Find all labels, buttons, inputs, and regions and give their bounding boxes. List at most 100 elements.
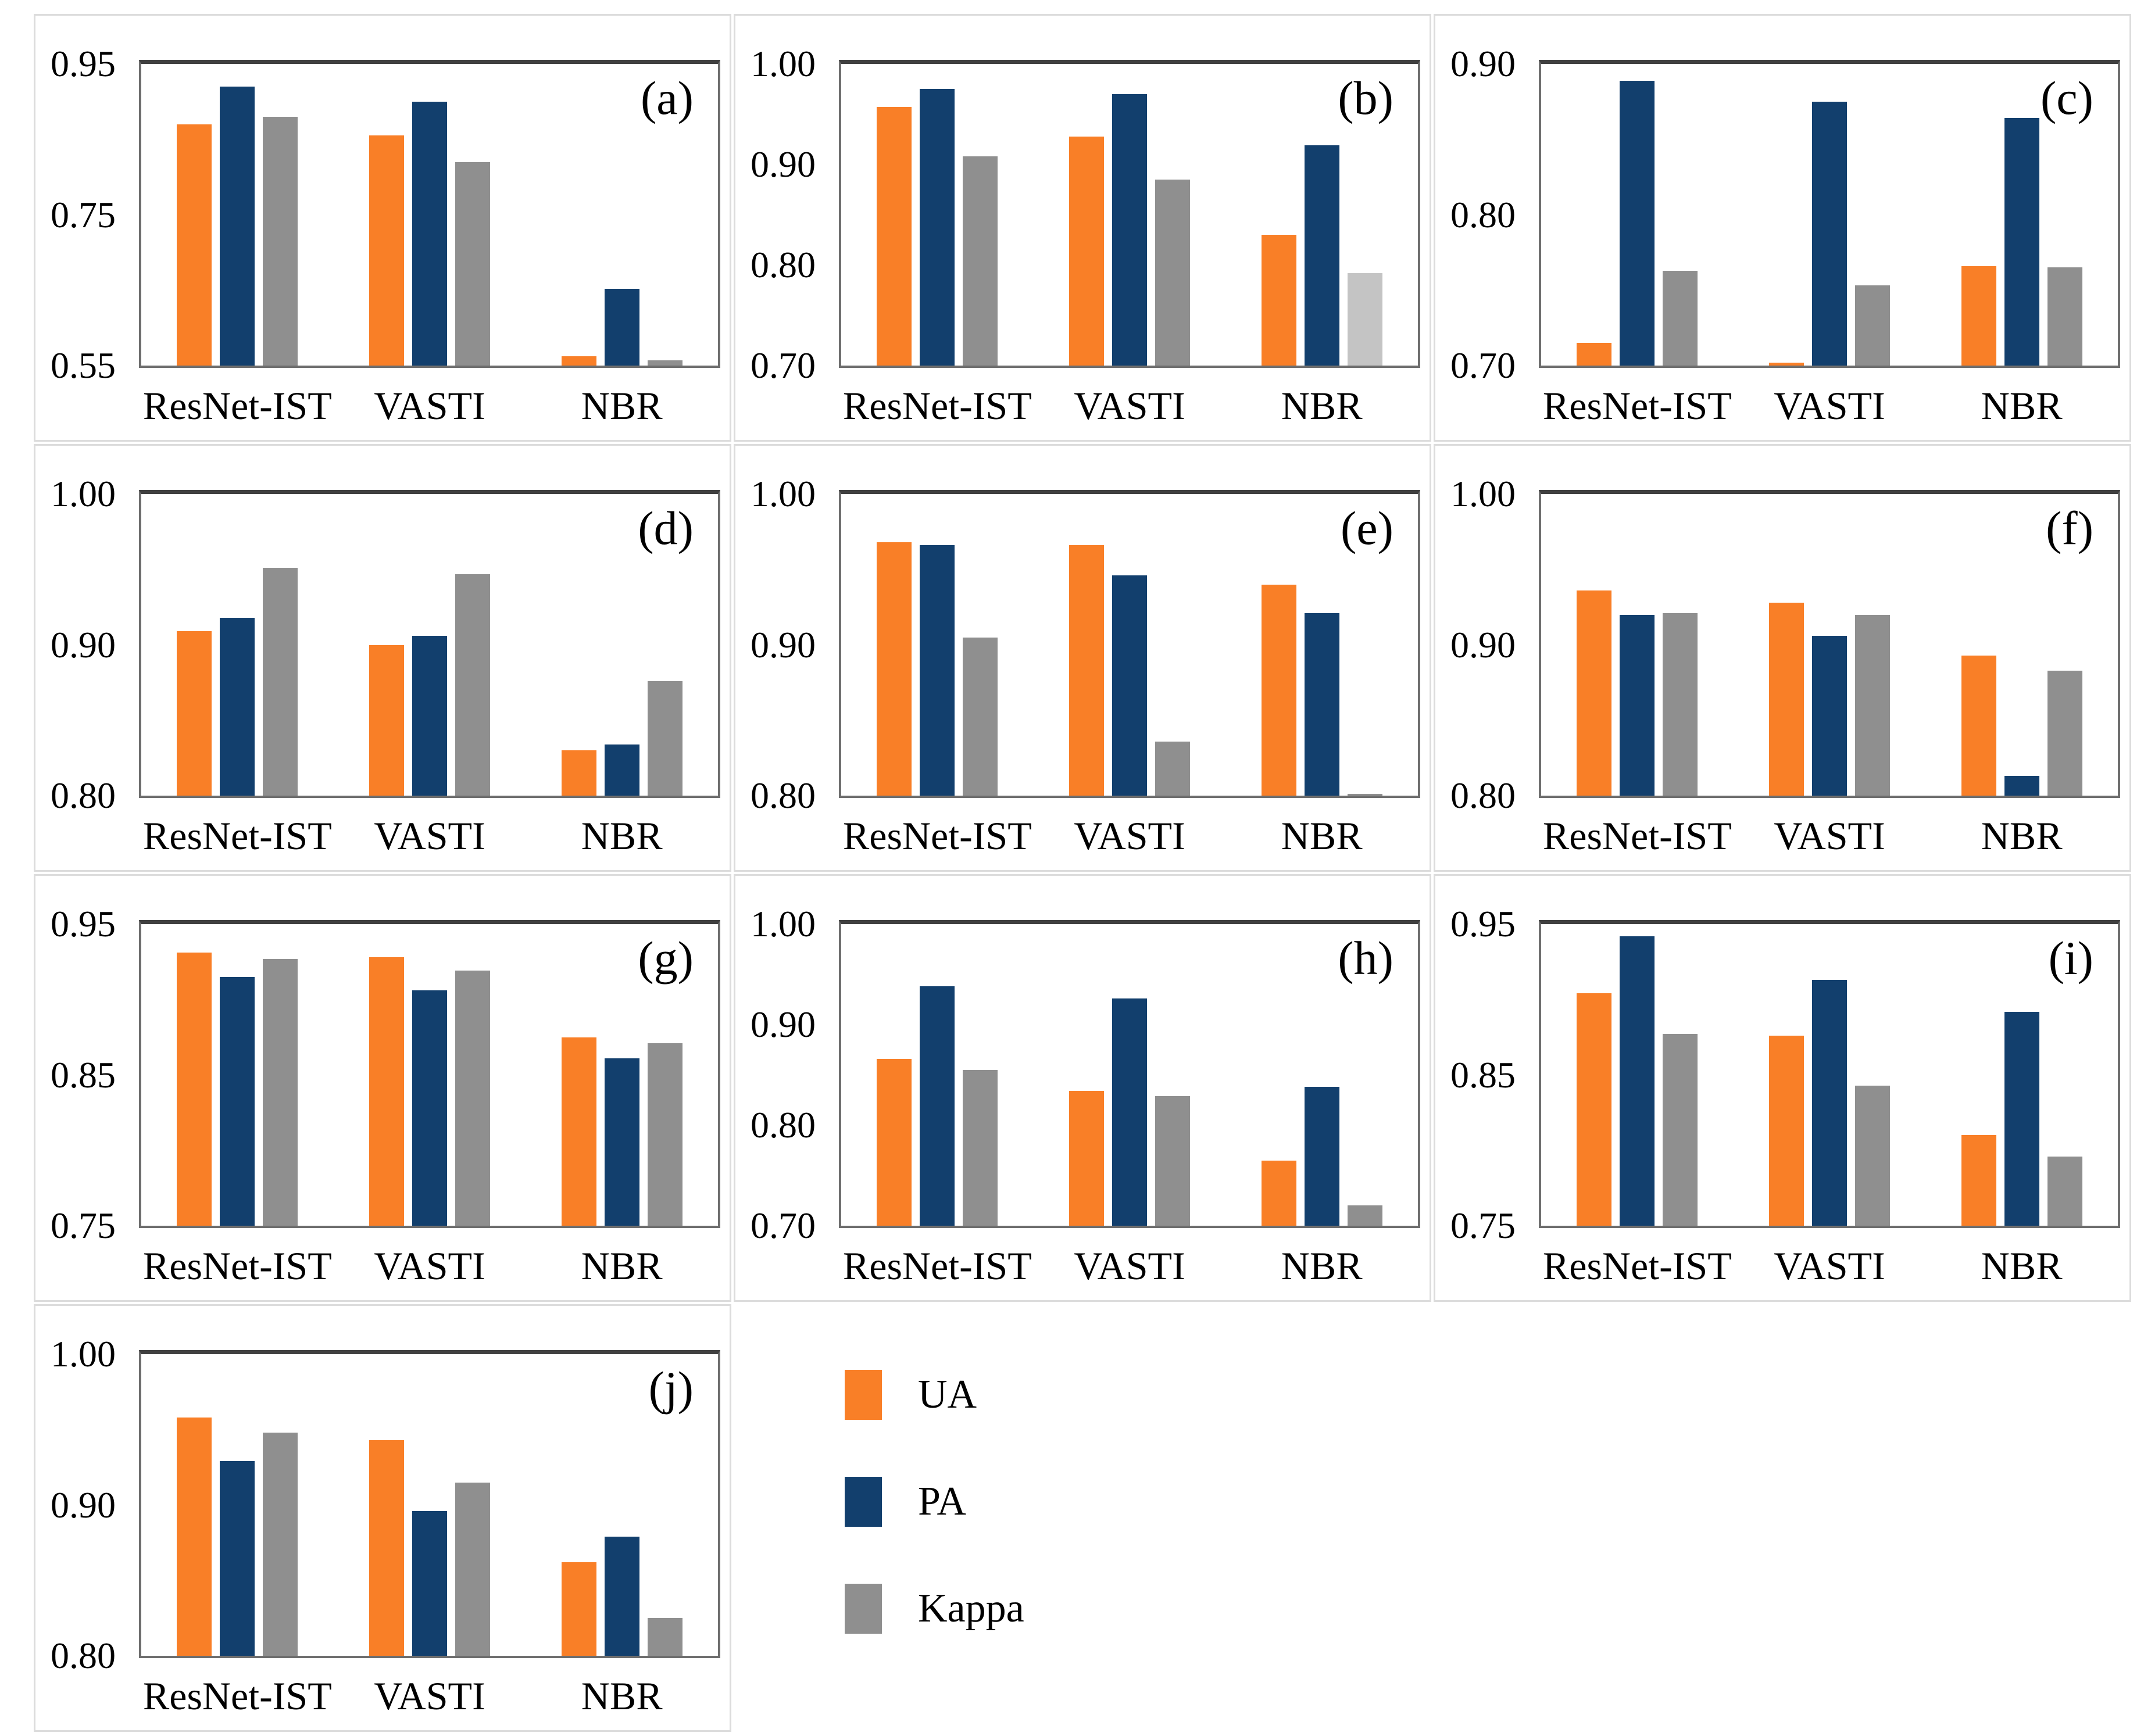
bar-pa-resnet-ist [920, 986, 955, 1226]
y-tick-label: 0.80 [751, 244, 816, 285]
y-tick-label: 0.80 [751, 1104, 816, 1146]
x-category-label: ResNet-IST [142, 384, 332, 428]
panel-b: 1.00 0.90 0.80 0.70 ResNet-IST VASTI NBR (b) [734, 14, 1431, 442]
y-tick-label: 0.90 [51, 624, 116, 665]
x-category-label: NBR [581, 384, 663, 428]
bar-ua-vasti [1769, 602, 1804, 796]
bar-kappa-vasti [1855, 285, 1890, 366]
bar-pa-nbr [2004, 776, 2039, 796]
bar-kappa-vasti [1155, 741, 1190, 796]
bar-group-vasti [1734, 494, 1926, 796]
bar-group-nbr [526, 64, 718, 366]
bar-kappa-resnet-ist [963, 637, 998, 796]
y-tick-label: 0.75 [51, 194, 116, 235]
bar-kappa-resnet-ist [1663, 270, 1698, 366]
panel-a: 0.95 0.75 0.55 ResNet-IST VASTI NBR (a) [34, 14, 731, 442]
x-axis-categories: ResNet-IST VASTI NBR [1541, 366, 2118, 434]
x-axis-categories: ResNet-IST VASTI NBR [141, 1226, 718, 1294]
bar-group-nbr [1225, 924, 1418, 1226]
bar-kappa-nbr [647, 1618, 682, 1656]
panel-g: 0.95 0.85 0.75 ResNet-IST VASTI NBR (g) [34, 874, 731, 1302]
x-category-label: ResNet-IST [142, 1674, 332, 1718]
bar-group-nbr [1925, 64, 2118, 366]
x-category-label: VASTI [1074, 814, 1185, 858]
panel-label-e: (e) [1340, 502, 1393, 554]
y-tick-label: 0.90 [751, 1004, 816, 1045]
bar-ua-resnet-ist [877, 107, 912, 366]
bar-ua-nbr [561, 750, 596, 796]
panel-label-a: (a) [640, 71, 694, 124]
plot-area-h: 1.00 0.90 0.80 0.70 ResNet-IST VASTI NBR (h) [751, 905, 1420, 1288]
bar-pa-vasti [1112, 575, 1147, 796]
y-tick-label: 1.00 [751, 43, 816, 84]
panel-grid: 0.95 0.75 0.55 ResNet-IST VASTI NBR (a) 1.00… [34, 14, 2131, 1732]
bar-pa-vasti [412, 1511, 447, 1656]
bar-ua-vasti [369, 135, 404, 366]
y-tick-label: 1.00 [1450, 473, 1516, 514]
bars-d [141, 494, 718, 796]
plot-area-b: 1.00 0.90 0.80 0.70 ResNet-IST VASTI NBR (b) [751, 45, 1420, 428]
x-category-label: VASTI [374, 384, 485, 428]
bar-kappa-resnet-ist [963, 156, 998, 366]
bar-group-nbr [1925, 494, 2118, 796]
bar-kappa-vasti [455, 574, 490, 796]
y-tick-label: 0.85 [1450, 1054, 1516, 1096]
bar-kappa-nbr [2047, 267, 2082, 366]
bar-ua-nbr [561, 356, 596, 366]
bar-kappa-nbr [647, 360, 682, 366]
panel-label-j: (j) [648, 1362, 694, 1415]
y-tick-label: 0.95 [51, 903, 116, 944]
y-tick-label: 0.90 [751, 144, 816, 185]
bar-pa-nbr [604, 1058, 639, 1226]
x-axis-categories: ResNet-IST VASTI NBR [141, 796, 718, 864]
bars-c [1541, 64, 2118, 366]
bar-group-nbr [526, 924, 718, 1226]
bar-pa-resnet-ist [220, 86, 255, 366]
bar-ua-resnet-ist [1577, 993, 1612, 1226]
bar-ua-resnet-ist [1577, 590, 1612, 796]
bars-i [1541, 924, 2118, 1226]
bar-ua-nbr [1261, 1160, 1296, 1226]
bar-group-nbr [1225, 64, 1418, 366]
x-category-label: ResNet-IST [842, 1244, 1032, 1288]
y-tick-label: 1.00 [751, 473, 816, 514]
bar-kappa-nbr [2047, 670, 2082, 796]
bar-kappa-vasti [1855, 614, 1890, 796]
bar-pa-resnet-ist [220, 617, 255, 796]
legend-label-pa: PA [918, 1479, 967, 1524]
bar-pa-nbr [2004, 1011, 2039, 1226]
bar-group-nbr [526, 494, 718, 796]
y-tick-label: 0.75 [51, 1205, 116, 1246]
y-tick-label: 0.90 [751, 624, 816, 665]
panel-label-c: (c) [2040, 71, 2093, 124]
bar-ua-nbr [561, 1562, 596, 1656]
bar-pa-resnet-ist [220, 976, 255, 1226]
bar-ua-vasti [1769, 362, 1804, 366]
panel-h: 1.00 0.90 0.80 0.70 ResNet-IST VASTI NBR (h) [734, 874, 1431, 1302]
bar-kappa-resnet-ist [1663, 613, 1698, 796]
kappa-color-swatch-icon [845, 1584, 882, 1634]
bar-group-resnet-ist [1541, 64, 1734, 366]
panel-i: 0.95 0.85 0.75 ResNet-IST VASTI NBR (i) [1434, 874, 2131, 1302]
y-tick-label: 0.90 [1450, 43, 1516, 84]
bar-kappa-vasti [1155, 179, 1190, 366]
bar-pa-vasti [1112, 998, 1147, 1226]
bar-pa-nbr [604, 1537, 639, 1656]
bar-pa-vasti [1812, 635, 1847, 796]
y-tick-label: 0.80 [51, 775, 116, 816]
panel-f: 1.00 0.90 0.80 ResNet-IST VASTI NBR (f) [1434, 444, 2131, 872]
x-category-label: NBR [1281, 814, 1363, 858]
bar-ua-resnet-ist [177, 631, 212, 796]
bars-e [841, 494, 1418, 796]
bar-ua-nbr [1961, 266, 1996, 366]
bar-group-vasti [1034, 494, 1226, 796]
y-tick-label: 0.80 [1450, 194, 1516, 235]
x-category-label: NBR [581, 814, 663, 858]
pa-color-swatch-icon [845, 1477, 882, 1527]
x-category-label: NBR [1981, 1244, 2063, 1288]
panel-d: 1.00 0.90 0.80 ResNet-IST VASTI NBR (d) [34, 444, 731, 872]
x-category-label: NBR [581, 1674, 663, 1718]
panel-j: 1.00 0.90 0.80 ResNet-IST VASTI NBR (j) [34, 1304, 731, 1732]
panel-e: 1.00 0.90 0.80 ResNet-IST VASTI NBR (e) [734, 444, 1431, 872]
